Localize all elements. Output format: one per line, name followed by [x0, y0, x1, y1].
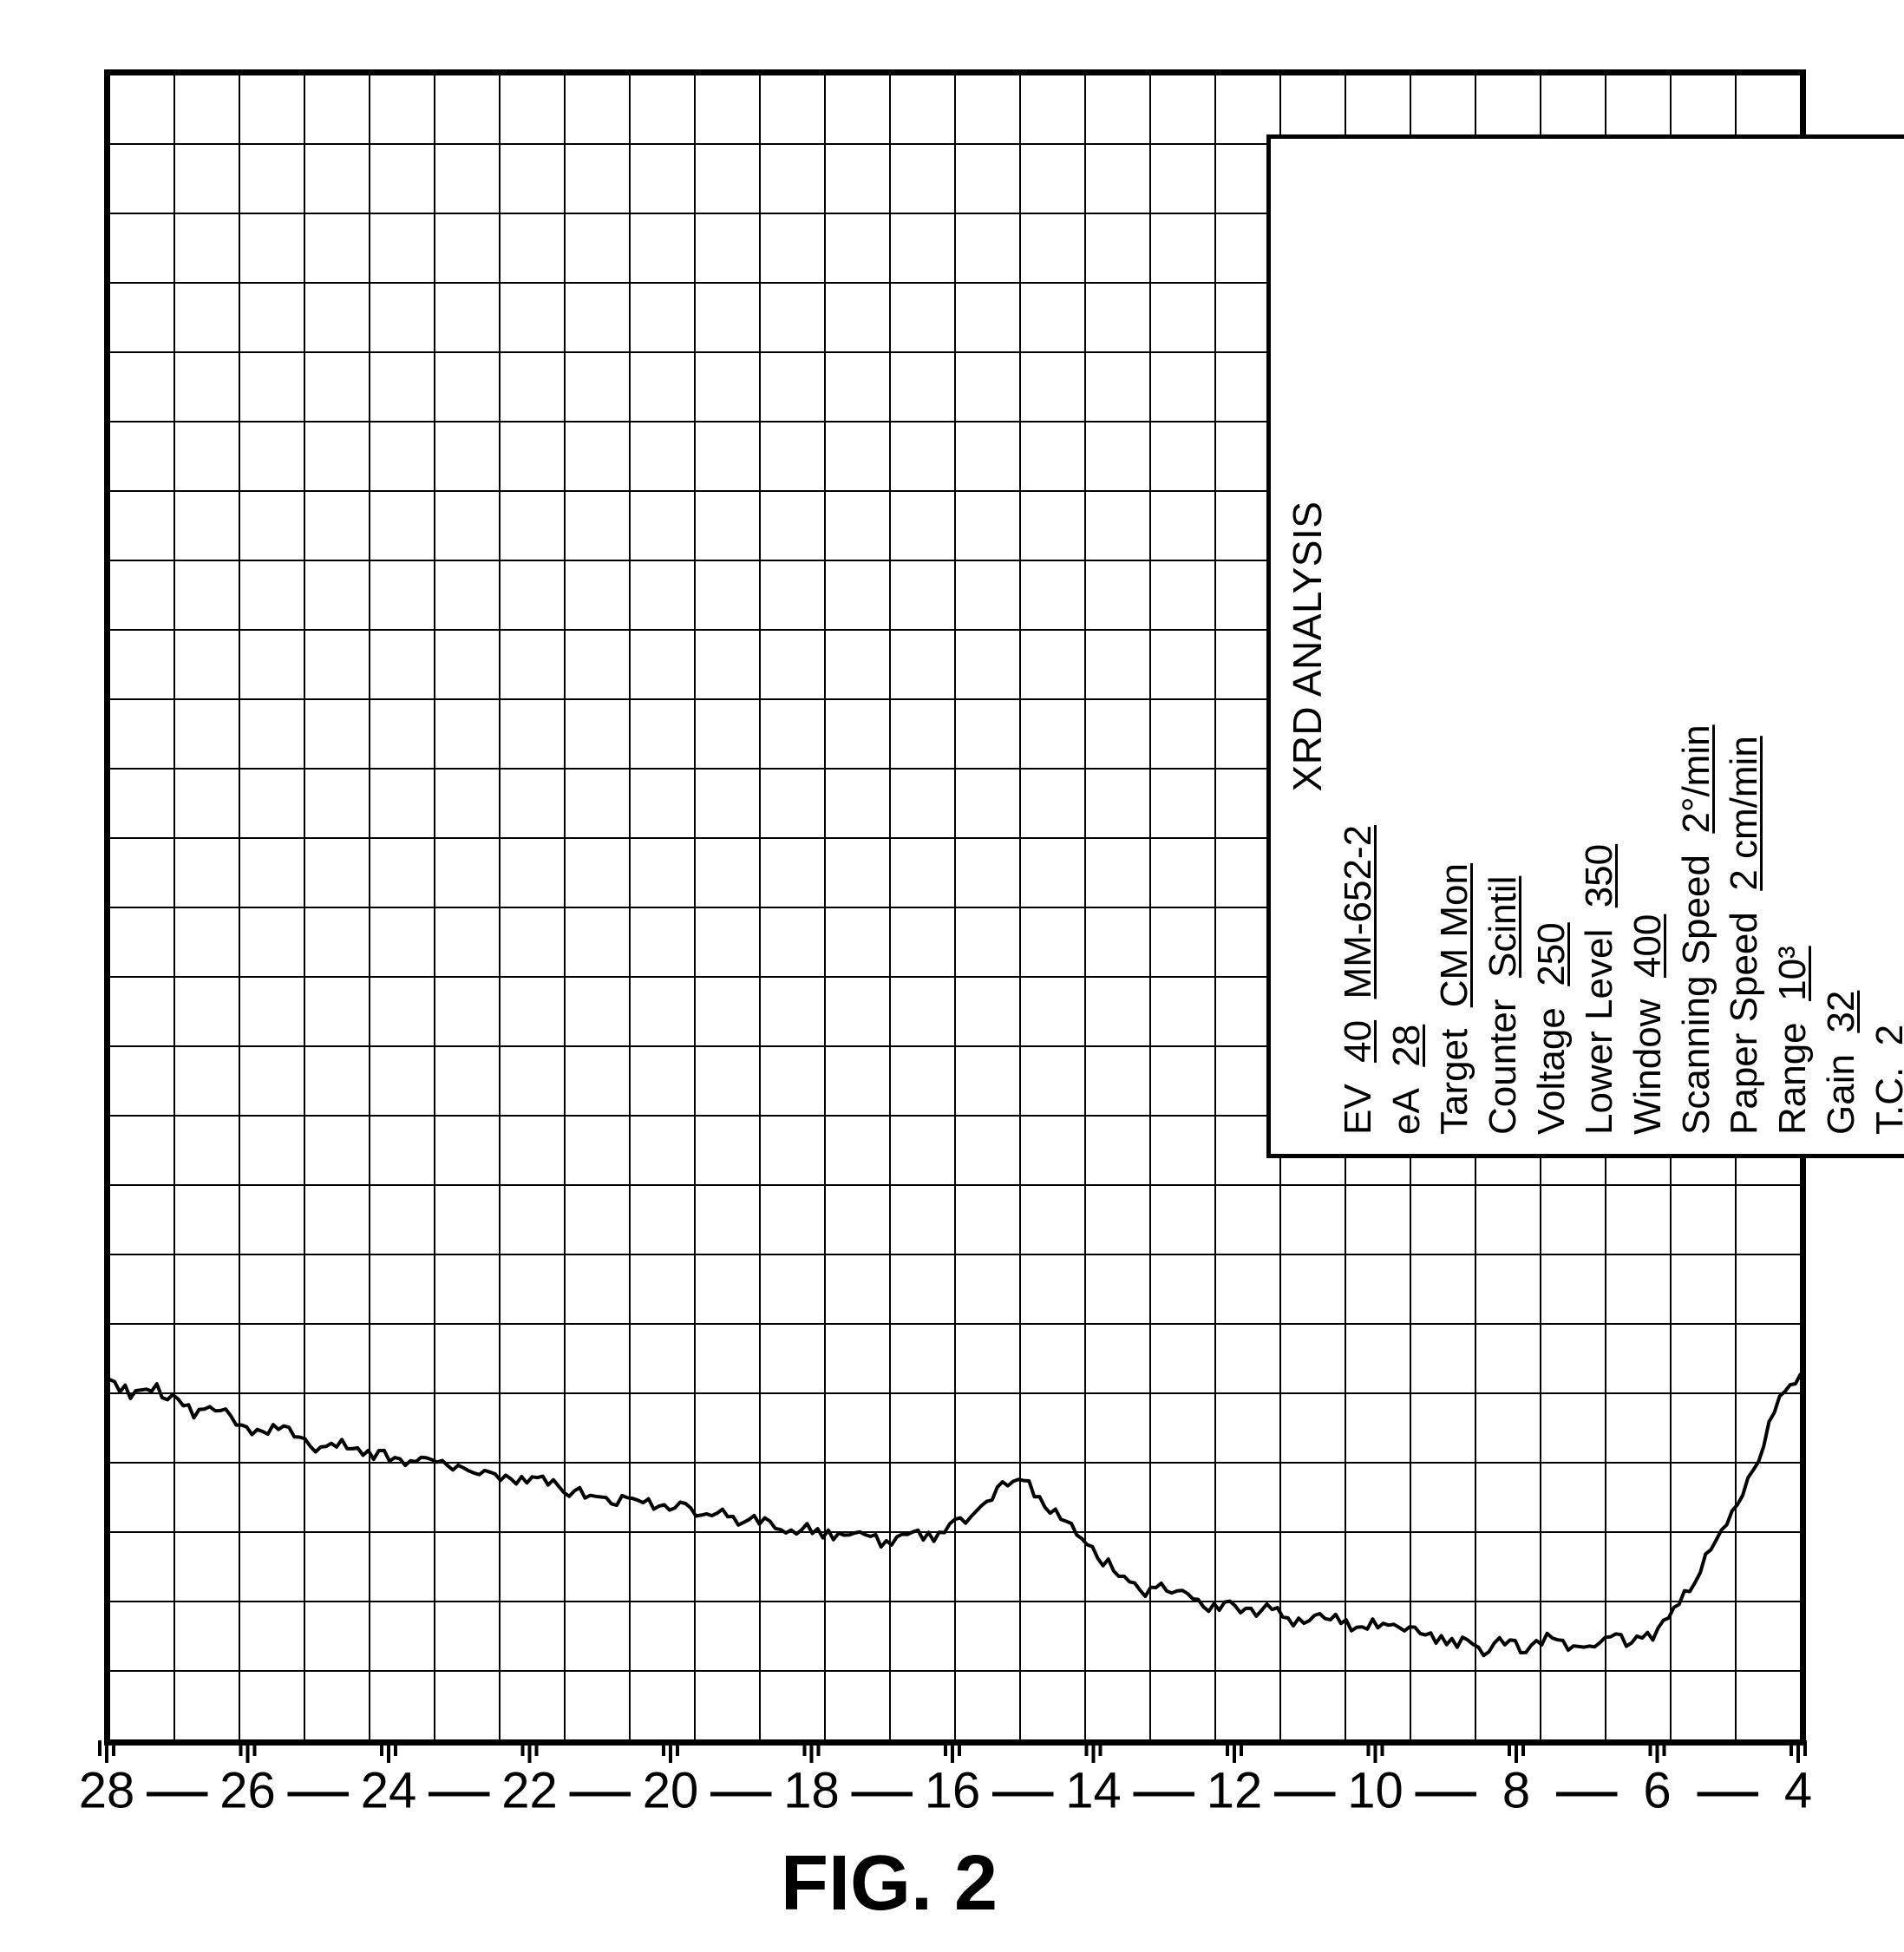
param-row: Window 400: [1625, 158, 1672, 1135]
svg-text:20: 20: [643, 1763, 699, 1819]
figure-label: FIG. 2: [781, 1839, 998, 1929]
param-row: Paper Speed 2 cm/min: [1721, 158, 1768, 1135]
param-row: eA 28: [1384, 158, 1430, 1135]
param-row: Scanning Speed 2°/min: [1673, 158, 1720, 1135]
svg-text:28: 28: [79, 1763, 135, 1819]
param-row: Gain 32: [1818, 158, 1865, 1135]
svg-text:16: 16: [925, 1763, 981, 1819]
param-row: Lower Level 350: [1576, 158, 1623, 1135]
svg-text:26: 26: [219, 1763, 276, 1819]
param-box: XRD ANALYSISEV 40 MM-652-2eA 28Target CM…: [1266, 134, 1904, 1158]
svg-text:22: 22: [501, 1763, 558, 1819]
param-row: Counter Scintil: [1480, 158, 1527, 1135]
param-row: Range 10³: [1770, 158, 1816, 1135]
page: 28 26 24 22 20 18 16 14 12 10 8 6 4 FIG. 2 XRD ANALY…: [0, 0, 1904, 1952]
param-row: Voltage 250: [1528, 158, 1575, 1135]
param-row: EV 40 MM-652-2: [1335, 158, 1382, 1135]
param-row: T.C. 2: [1867, 158, 1904, 1135]
svg-text:4: 4: [1784, 1763, 1812, 1819]
param-title: XRD ANALYSIS: [1283, 158, 1331, 1135]
param-row: Target CM Mon: [1431, 158, 1478, 1135]
svg-text:8: 8: [1502, 1763, 1530, 1819]
svg-text:18: 18: [783, 1763, 840, 1819]
svg-text:10: 10: [1347, 1763, 1403, 1819]
svg-text:6: 6: [1643, 1763, 1671, 1819]
svg-text:24: 24: [361, 1763, 417, 1819]
svg-text:12: 12: [1207, 1763, 1263, 1819]
svg-text:14: 14: [1065, 1763, 1122, 1819]
